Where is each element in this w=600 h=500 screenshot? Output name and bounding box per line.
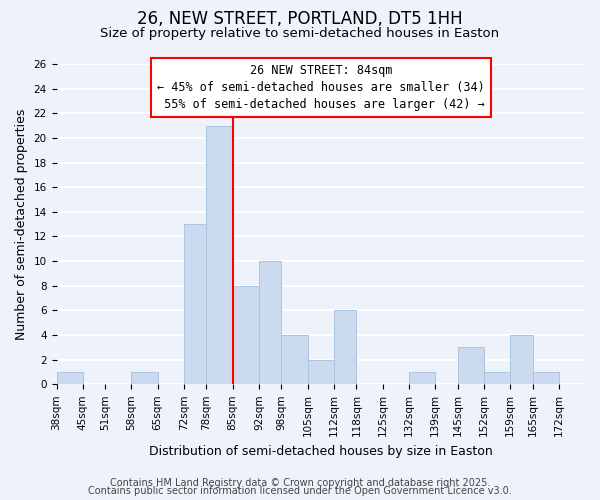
Bar — [259, 261, 281, 384]
Bar — [409, 372, 435, 384]
Bar — [131, 372, 158, 384]
Text: 26 NEW STREET: 84sqm
← 45% of semi-detached houses are smaller (34)
 55% of semi: 26 NEW STREET: 84sqm ← 45% of semi-detac… — [157, 64, 485, 111]
Y-axis label: Number of semi-detached properties: Number of semi-detached properties — [15, 108, 28, 340]
Bar — [484, 372, 510, 384]
Bar — [533, 372, 559, 384]
X-axis label: Distribution of semi-detached houses by size in Easton: Distribution of semi-detached houses by … — [149, 444, 493, 458]
Text: Size of property relative to semi-detached houses in Easton: Size of property relative to semi-detach… — [100, 28, 500, 40]
Bar — [206, 126, 233, 384]
Text: 26, NEW STREET, PORTLAND, DT5 1HH: 26, NEW STREET, PORTLAND, DT5 1HH — [137, 10, 463, 28]
Bar — [308, 360, 334, 384]
Bar — [184, 224, 206, 384]
Text: Contains HM Land Registry data © Crown copyright and database right 2025.: Contains HM Land Registry data © Crown c… — [110, 478, 490, 488]
Bar — [334, 310, 356, 384]
Bar — [281, 335, 308, 384]
Text: Contains public sector information licensed under the Open Government Licence v3: Contains public sector information licen… — [88, 486, 512, 496]
Bar — [458, 348, 484, 385]
Bar — [510, 335, 533, 384]
Bar — [233, 286, 259, 384]
Bar — [56, 372, 83, 384]
